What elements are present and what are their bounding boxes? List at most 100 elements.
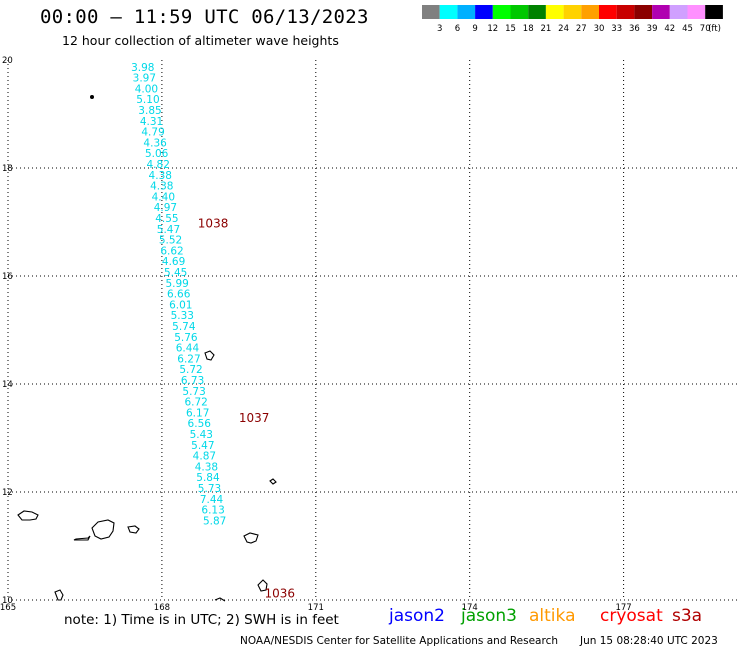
footer-note: note: 1) Time is in UTC; 2) SWH is in fe… (64, 612, 339, 628)
island-dot (90, 95, 94, 99)
legend-label: 9 (472, 24, 477, 34)
map-grid (7, 60, 738, 601)
wave-height-label: 6.62 (160, 245, 183, 257)
wave-height-label: 6.73 (181, 375, 204, 387)
satellite-s3a: s3a (672, 606, 703, 626)
wave-height-label: 5.47 (191, 440, 214, 452)
page-title: 00:00 – 11:59 UTC 06/13/2023 (40, 6, 369, 28)
legend-swatch (634, 5, 653, 19)
wave-height-labels: 3.983.974.005.103.854.314.794.365.064.82… (131, 62, 226, 528)
wave-height-label: 4.79 (141, 127, 164, 139)
legend-label: 42 (664, 24, 675, 34)
wave-height-label: 5.87 (203, 515, 226, 527)
legend-swatch (492, 5, 511, 19)
satellite-jason2: jason2 (389, 606, 445, 626)
wave-height-label: 6.17 (186, 407, 209, 419)
wave-height-label: 6.13 (201, 505, 224, 517)
legend-swatch (475, 5, 493, 19)
wave-height-label: 4.36 (143, 137, 167, 149)
lat-tick-label: 20 (2, 56, 13, 66)
wave-height-label: 5.84 (196, 472, 220, 484)
wave-height-label: 5.45 (164, 267, 187, 279)
island-outline (73, 535, 91, 541)
lat-tick-label: 14 (2, 380, 13, 390)
legend-swatch (563, 5, 582, 19)
legend-swatch (510, 5, 529, 19)
legend-label: 24 (558, 24, 569, 34)
axis-tick-labels: 10 12 14 16 18 20 165 168 171 174 177 (0, 56, 632, 613)
wave-height-label: 5.10 (136, 94, 159, 106)
lat-tick-label: 12 (2, 488, 13, 498)
satellite-jason3: jason3 (461, 606, 517, 626)
island-outline (269, 478, 277, 485)
island-outline (204, 350, 215, 361)
legend-swatch (599, 5, 617, 19)
lon-tick-label: 171 (308, 603, 324, 613)
island-outline (54, 589, 64, 601)
legend-swatch (581, 5, 599, 19)
wave-height-label: 3.85 (138, 105, 161, 117)
wave-height-label: 5.73 (198, 483, 221, 495)
wave-height-label: 5.47 (157, 224, 180, 236)
wave-height-label: 3.97 (133, 73, 156, 85)
legend-label: 15 (505, 24, 516, 34)
pressure-labels: 1038 1037 1036 (198, 216, 295, 600)
pressure-label: 1036 (265, 586, 296, 600)
legend-swatch (705, 5, 723, 19)
legend-label: 18 (523, 24, 534, 34)
wave-height-label: 6.72 (184, 397, 207, 409)
wave-height-label: 5.43 (190, 429, 213, 441)
island-outline (257, 579, 268, 592)
lon-tick-label: 177 (615, 603, 631, 613)
legend-label: 45 (682, 24, 693, 34)
wave-height-label: 4.69 (162, 256, 185, 268)
legend-swatch (439, 5, 458, 19)
legend-swatch (528, 5, 546, 19)
legend-label: 30 (594, 24, 605, 34)
satellite-cryosat: cryosat (600, 606, 663, 626)
island-outline (127, 525, 140, 534)
island-outline (243, 532, 259, 544)
legend-label: 3 (437, 24, 442, 34)
legend-swatch (652, 5, 670, 19)
wave-height-label: 6.56 (188, 418, 212, 430)
wave-height-label: 4.00 (135, 83, 158, 95)
wave-height-label: 6.01 (169, 299, 192, 311)
legend-label: 33 (611, 24, 622, 34)
lon-tick-label: 165 (0, 603, 16, 613)
wave-height-label: 3.98 (131, 62, 154, 74)
wave-height-label: 5.33 (171, 310, 194, 322)
wave-height-label: 4.87 (193, 451, 216, 463)
wave-height-label: 7.44 (200, 494, 224, 506)
satellite-altika: altika (529, 606, 576, 626)
legend-label: 39 (647, 24, 658, 34)
wave-height-label: 5.76 (174, 332, 198, 344)
legend-label: 12 (487, 24, 498, 34)
wave-height-label: 4.82 (147, 159, 170, 171)
legend-swatch (545, 5, 564, 19)
wave-height-label: 5.72 (179, 364, 202, 376)
lat-tick-label: 18 (2, 164, 13, 174)
wave-height-label: 4.38 (150, 181, 173, 193)
wave-height-label: 4.55 (155, 213, 178, 225)
wave-height-label: 6.44 (176, 343, 200, 355)
island-outline (214, 597, 226, 602)
wave-height-label: 4.31 (140, 116, 163, 128)
lon-tick-label: 174 (462, 603, 478, 613)
island-outline (17, 510, 39, 521)
lat-tick-label: 16 (2, 272, 13, 282)
legend-swatch (669, 5, 688, 19)
pressure-label: 1038 (198, 216, 229, 230)
legend-swatch (457, 5, 476, 19)
legend-swatch (616, 5, 635, 19)
legend-label: 6 (455, 24, 460, 34)
wave-height-label: 6.66 (167, 289, 191, 301)
wave-height-label: 6.27 (177, 353, 200, 365)
island-outlines (17, 95, 277, 602)
wave-height-label: 5.06 (145, 148, 169, 160)
legend-swatch (687, 5, 706, 19)
wave-height-label: 5.99 (165, 278, 188, 290)
generated-timestamp: Jun 15 08:28:40 UTC 2023 (580, 635, 718, 647)
